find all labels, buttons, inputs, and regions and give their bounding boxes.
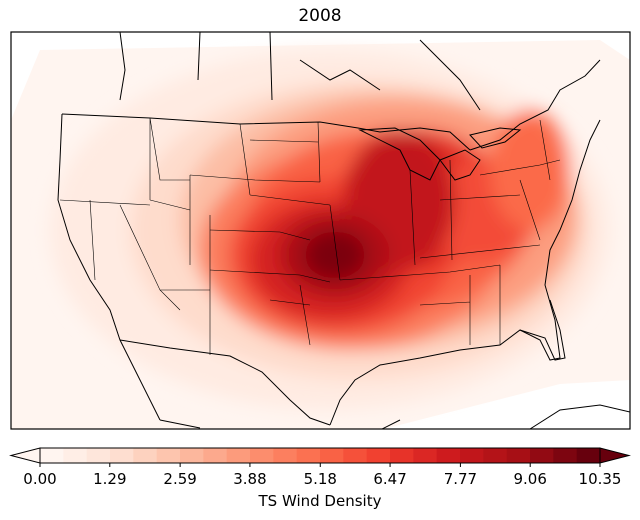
florida — [519, 299, 566, 361]
state-lines-west — [59, 117, 211, 355]
colorbar-segment — [343, 448, 368, 463]
colorbar-segment — [390, 448, 414, 463]
map-title: 2008 — [298, 6, 342, 26]
density-contour — [305, 231, 365, 279]
colorbar-segment — [40, 448, 64, 463]
canada-border-east — [469, 59, 601, 151]
colorbar-segment — [250, 448, 274, 463]
colorbar-segment — [296, 448, 321, 463]
colorbar-extend-low — [9, 447, 41, 464]
colorbar-outline — [39, 447, 601, 464]
us-canada-border — [61, 113, 471, 151]
colorbar-segment — [553, 448, 578, 463]
colorbar-tick-label: 5.18 — [303, 470, 337, 488]
colorbar-tick-label: 10.35 — [578, 470, 622, 488]
colorbar-segment — [483, 448, 508, 463]
colorbar-segments — [9, 447, 631, 464]
mexico-coast — [159, 419, 401, 429]
colorbar-segment — [436, 448, 461, 463]
colorbar-segment — [366, 448, 391, 463]
colorbar-tick-label: 3.88 — [233, 470, 267, 488]
colorbar-segment — [180, 448, 204, 463]
colorbar-extend-high — [599, 447, 631, 464]
us-mexico-border — [119, 339, 331, 426]
colorbar-segment — [576, 448, 601, 463]
colorbar-label: TS Wind Density — [258, 492, 382, 510]
colorbar-segment — [226, 448, 251, 463]
colorbar-segment — [460, 448, 484, 463]
colorbar-segment — [413, 448, 438, 463]
colorbar-tick-label: 9.06 — [513, 470, 547, 488]
caribbean — [529, 404, 630, 429]
colorbar-segment — [506, 448, 531, 463]
gulf-coast — [329, 119, 601, 426]
country-borders — [57, 32, 630, 429]
hudson-bay-lines — [119, 32, 481, 111]
state-lines-central — [189, 121, 341, 346]
colorbar-tick-label: 1.29 — [93, 470, 127, 488]
colorbar-tick-label: 7.77 — [443, 470, 478, 488]
colorbar-segment — [86, 448, 111, 463]
colorbar-segment — [320, 448, 344, 463]
map-frame — [10, 31, 631, 430]
colorbar-segment — [273, 448, 298, 463]
colorbar-tick-label: 2.59 — [163, 470, 197, 488]
density-field — [50, 50, 610, 410]
density-map — [10, 31, 631, 430]
colorbar-tick-label: 0.00 — [23, 470, 57, 488]
state-borders — [59, 117, 561, 355]
colorbar-segment — [133, 448, 158, 463]
state-lines-east — [339, 119, 561, 345]
colorbar-segment — [156, 448, 181, 463]
colorbar-segment — [63, 448, 88, 463]
colorbar-segment — [530, 448, 554, 463]
colorbar-tick-label: 6.47 — [373, 470, 407, 488]
pacific-coast — [57, 113, 161, 421]
colorbar-ticks — [39, 463, 601, 467]
great-lakes — [358, 127, 522, 181]
density-contour — [490, 110, 570, 230]
colorbar-segment — [203, 448, 228, 463]
colorbar-segment — [110, 448, 134, 463]
